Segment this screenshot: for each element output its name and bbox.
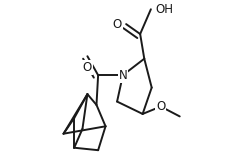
Text: O: O — [83, 61, 92, 74]
Text: OH: OH — [155, 3, 173, 16]
Text: O: O — [156, 100, 165, 113]
Text: O: O — [113, 18, 122, 31]
Text: N: N — [119, 69, 127, 82]
